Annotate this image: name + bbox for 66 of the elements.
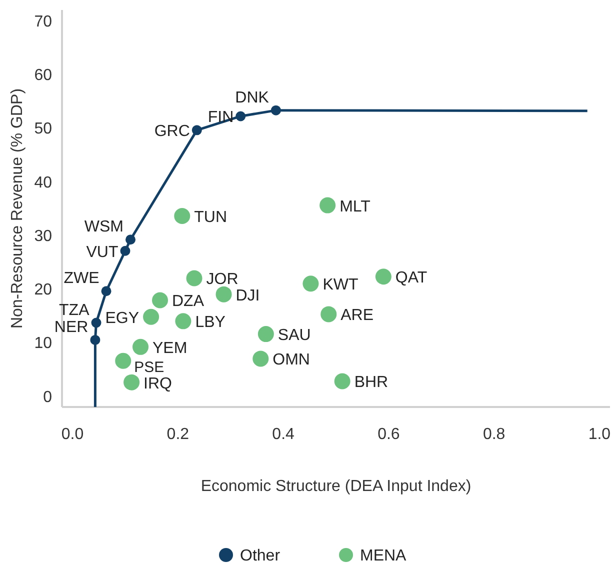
x-tick-label: 1.0 (588, 426, 611, 443)
annotation: DJI (236, 287, 260, 304)
point (143, 308, 160, 325)
point (174, 208, 190, 224)
legend-label: Other (240, 548, 281, 565)
point (258, 326, 274, 342)
point (175, 313, 192, 330)
annotation: FIN (208, 109, 234, 126)
point (320, 197, 336, 214)
annotation: TZA (59, 302, 90, 319)
point (334, 373, 350, 390)
annotation: ARE (340, 307, 374, 324)
point (152, 292, 168, 308)
annotation: WSM (84, 218, 124, 236)
point (192, 125, 202, 136)
annotation: DNK (235, 89, 270, 106)
point (115, 352, 132, 369)
annotation: IRQ (144, 375, 172, 392)
x-tick-label: 0.2 (166, 426, 190, 443)
y-tick-label: 60 (34, 66, 52, 84)
annotation: SAU (278, 327, 311, 344)
annotation: BHR (354, 374, 388, 392)
annotation: NER (54, 318, 88, 336)
annotation: ZWE (64, 270, 100, 288)
point (302, 276, 319, 292)
x-tick-label: 0.0 (61, 426, 84, 443)
y-tick-label: 40 (34, 174, 52, 192)
x-axis-title: Economic Structure (DEA Input Index) (200, 478, 472, 495)
annotation: VUT (86, 244, 118, 261)
annotation: TUN (194, 209, 228, 226)
x-tick-label: 0.8 (482, 426, 506, 443)
x-tick-label: 0.6 (378, 426, 400, 443)
annotation: DZA (172, 293, 204, 310)
annotation: OMN (272, 352, 310, 369)
annotation: KWT (322, 276, 358, 294)
annotation: LBY (195, 314, 226, 332)
annotation: GRC (154, 123, 190, 140)
point (132, 338, 149, 355)
point (375, 268, 392, 285)
legend-label: MENA (360, 548, 407, 565)
y-tick-label: 30 (34, 228, 52, 245)
annotation: MLT (340, 198, 371, 216)
annotation: EGY (105, 310, 140, 327)
point (126, 234, 136, 245)
annotation: PSE (134, 358, 164, 376)
y-tick-label: 70 (34, 13, 52, 30)
point (270, 105, 281, 116)
point (120, 246, 130, 256)
point (124, 374, 140, 390)
point (236, 111, 246, 122)
annotation: JOR (206, 271, 238, 288)
point (101, 286, 112, 296)
point (216, 286, 232, 302)
y-tick-label: 0 (43, 388, 52, 406)
point (320, 306, 337, 322)
annotation: YEM (152, 340, 188, 357)
point (90, 334, 100, 345)
point (186, 270, 202, 286)
annotation: QAT (395, 270, 428, 287)
x-tick-label: 0.4 (272, 426, 295, 443)
point (91, 318, 102, 328)
y-tick-label: 20 (34, 282, 52, 299)
y-axis-title: Non-Resource Revenue (% GDP) (9, 88, 26, 329)
y-tick-label: 50 (34, 120, 52, 138)
point (252, 350, 269, 367)
y-tick-label: 10 (34, 335, 52, 352)
